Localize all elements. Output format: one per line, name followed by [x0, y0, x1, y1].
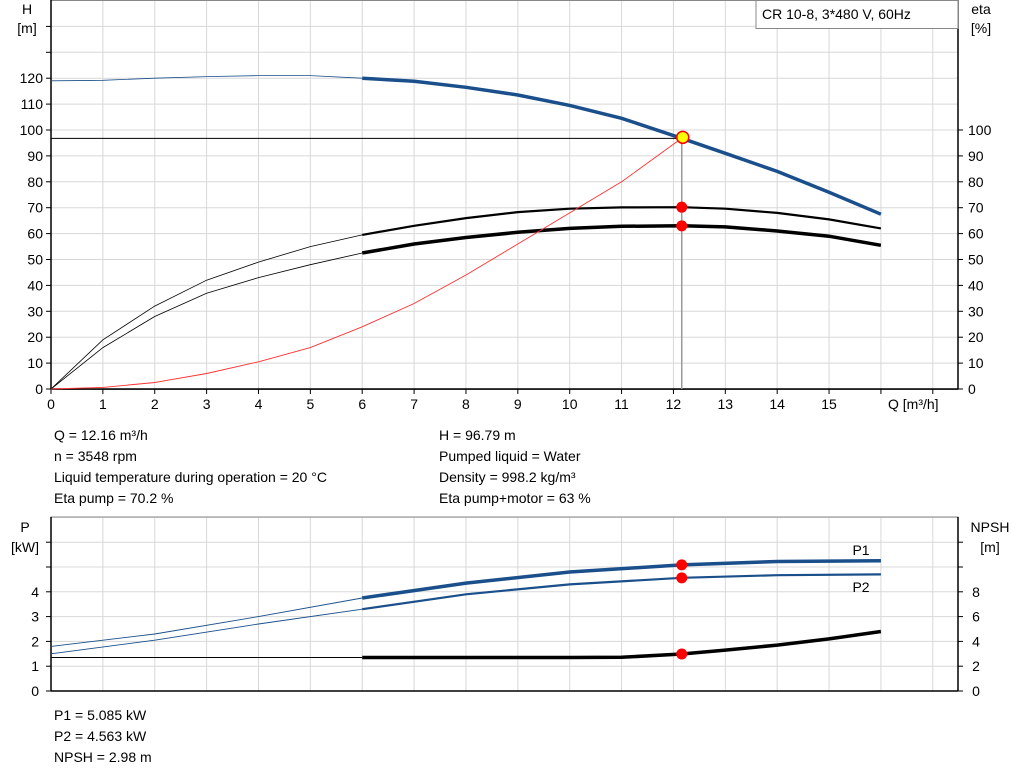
chart-title: CR 10-8, 3*480 V, 60Hz: [762, 6, 911, 22]
y-tick-label-right: 20: [968, 329, 984, 345]
x-tick-label: 9: [514, 396, 522, 412]
y-tick-label-left: 60: [27, 226, 43, 242]
info-speed: n = 3548 rpm: [54, 448, 137, 464]
duty-point-eta-pump: [676, 201, 688, 213]
y-tick-label-left: 90: [27, 148, 43, 164]
y-tick-label-left: 20: [27, 329, 43, 345]
duty-point-P2: [676, 572, 688, 584]
y-tick-label-left: 0: [31, 683, 39, 699]
x-tick-label: 7: [410, 396, 418, 412]
y-tick-label-left: 3: [31, 609, 39, 625]
y-tick-label-right: 40: [968, 277, 984, 293]
y-tick-label-left: 4: [31, 584, 39, 600]
y-tick-label-left: 40: [27, 277, 43, 293]
y-axis-label-right-unit: [m]: [980, 539, 999, 555]
x-tick-label: 0: [47, 396, 55, 412]
x-axis-label: Q [m³/h]: [888, 396, 939, 412]
y-axis-label-right: eta: [971, 1, 991, 17]
x-tick-label: 8: [462, 396, 470, 412]
info-temperature: Liquid temperature during operation = 20…: [54, 469, 327, 485]
duty-point-head: [675, 130, 690, 145]
duty-point-NPSH: [676, 648, 688, 660]
info-top-right: H = 96.79 m Pumped liquid = Water Densit…: [439, 425, 591, 509]
y-tick-label-right: 70: [968, 200, 984, 216]
legend-label-p2: P2: [852, 579, 869, 595]
x-tick-label: 13: [718, 396, 734, 412]
x-tick-label: 2: [151, 396, 159, 412]
y-tick-label-left: 100: [20, 122, 44, 138]
curve-H: [362, 76, 882, 216]
y-tick-label-left: 120: [20, 70, 44, 86]
info-p2: P2 = 4.563 kW: [54, 728, 147, 744]
curve-P2-thin: [50, 608, 363, 655]
y-tick-label-left: 30: [27, 303, 43, 319]
info-liquid: Pumped liquid = Water: [439, 448, 581, 464]
y-tick-label-right: 0: [968, 381, 976, 397]
y-axis-label-left: H: [22, 1, 32, 17]
curve-eta_pump_motor: [361, 224, 882, 255]
y-axis-label-right: NPSH: [971, 519, 1010, 535]
x-tick-label: 6: [358, 396, 366, 412]
y-tick-label-right: 6: [972, 609, 980, 625]
y-tick-label-left: 10: [27, 355, 43, 371]
y-axis-label-left-unit: [kW]: [11, 539, 39, 555]
curve-eta_pump: [362, 206, 882, 236]
y-tick-label-left: 1: [31, 658, 39, 674]
y-tick-label-left: 80: [27, 174, 43, 190]
system-curve: [50, 137, 682, 390]
curve-eta_pump-thin: [50, 234, 363, 390]
x-tick-label: 12: [666, 396, 682, 412]
x-tick-label: 11: [614, 396, 629, 412]
info-eta-pump: Eta pump = 70.2 %: [54, 490, 174, 506]
x-tick-label: 10: [562, 396, 578, 412]
y-tick-label-right: 50: [968, 252, 984, 268]
x-tick-label: 5: [306, 396, 314, 412]
curve-P2: [362, 573, 881, 611]
info-q: Q = 12.16 m³/h: [54, 427, 148, 443]
curve-H-thin: [50, 74, 363, 82]
y-tick-label-left: 0: [35, 381, 43, 397]
y-axis-label-left-unit: [m]: [17, 20, 36, 36]
plot-frame: [50, 0, 959, 390]
legend-label-p1: P1: [852, 542, 869, 558]
y-tick-label-right: 4: [972, 633, 980, 649]
x-tick-label: 1: [99, 396, 107, 412]
y-tick-label-left: 110: [21, 96, 44, 112]
x-tick-label: 15: [821, 396, 837, 412]
curve-P1: [361, 559, 881, 600]
y-tick-label-right: 100: [968, 122, 992, 138]
y-tick-label-right: 2: [972, 658, 980, 674]
info-eta-pump-motor: Eta pump+motor = 63 %: [439, 490, 591, 506]
info-density: Density = 998.2 kg/m³: [439, 469, 576, 485]
x-tick-label: 3: [203, 396, 211, 412]
y-tick-label-right: 30: [968, 303, 984, 319]
curve-P1-thin: [50, 597, 363, 647]
y-tick-label-right: 0: [972, 683, 980, 699]
duty-point-P1: [676, 559, 688, 571]
y-tick-label-right: 80: [968, 174, 984, 190]
x-tick-label: 4: [255, 396, 263, 412]
y-tick-label-right: 10: [968, 355, 984, 371]
y-tick-label-left: 2: [31, 633, 39, 649]
x-tick-label: 14: [769, 396, 785, 412]
info-head: H = 96.79 m: [439, 427, 516, 443]
y-tick-label-right: 90: [968, 148, 984, 164]
y-tick-label-right: 8: [972, 584, 980, 600]
info-p1: P1 = 5.085 kW: [54, 707, 147, 723]
title-box: [755, 0, 959, 29]
y-tick-label-left: 50: [27, 252, 43, 268]
plot-frame-bottom: [50, 516, 959, 692]
curve-eta_pump_motor-thin: [50, 252, 363, 390]
y-axis-label-right-unit: [%]: [971, 20, 991, 36]
duty-point-eta-pump-motor: [676, 220, 688, 232]
y-tick-label-left: 70: [27, 200, 43, 216]
y-axis-label-left: P: [20, 519, 29, 535]
info-bottom: P1 = 5.085 kW P2 = 4.563 kW NPSH = 2.98 …: [54, 705, 152, 768]
info-npsh: NPSH = 2.98 m: [54, 749, 152, 765]
y-tick-label-right: 60: [968, 226, 984, 242]
info-top-left: Q = 12.16 m³/h n = 3548 rpm Liquid tempe…: [54, 425, 327, 509]
